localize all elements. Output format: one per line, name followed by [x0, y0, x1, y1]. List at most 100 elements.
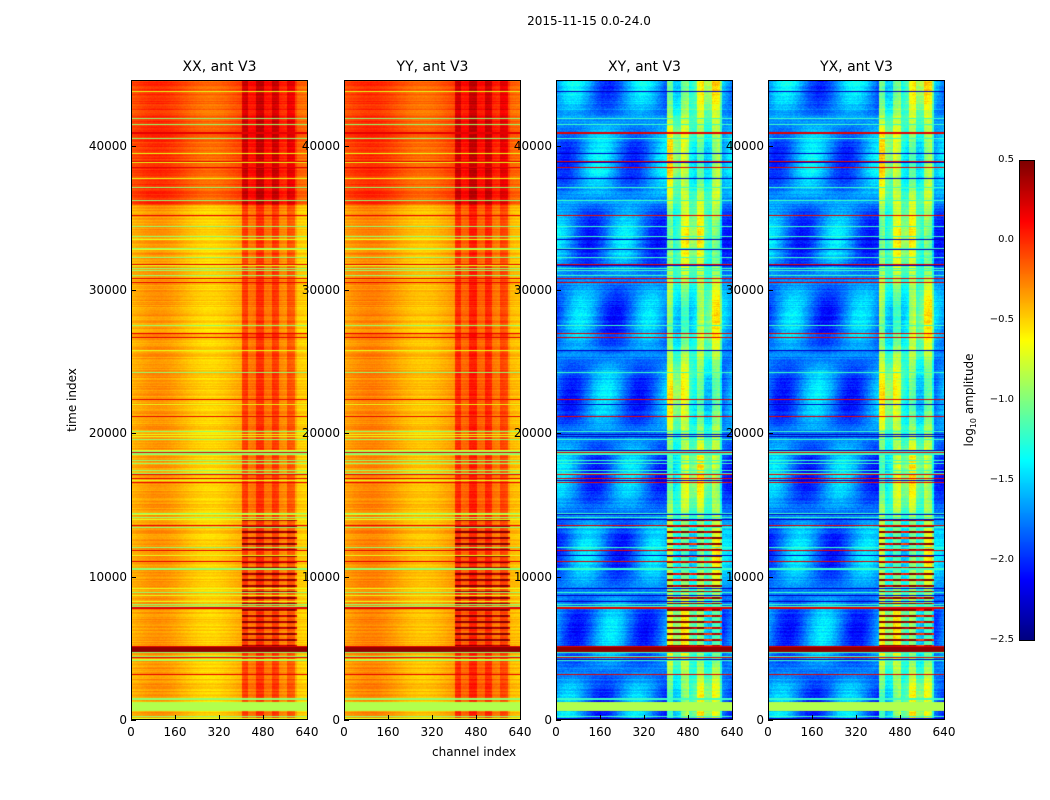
x-tick-mark: [732, 715, 733, 720]
x-tick-mark: [812, 715, 813, 720]
y-tick-label: 30000: [88, 282, 127, 297]
y-tick-mark: [131, 289, 136, 291]
colorbar-label-log: log: [961, 428, 976, 447]
x-axis-label: channel index: [432, 745, 517, 759]
y-tick-label: 10000: [88, 569, 127, 584]
x-tick-label: 160: [588, 725, 612, 739]
x-tick-label: 480: [888, 725, 912, 739]
y-tick-mark: [556, 576, 561, 578]
y-tick-label: 20000: [301, 426, 340, 440]
y-tick-label: 20000: [513, 426, 552, 440]
y-tick-label: 40000: [88, 139, 127, 153]
heatmap-panel: [344, 80, 521, 720]
x-tick-mark: [388, 715, 389, 720]
y-tick-label: 10000: [513, 569, 552, 584]
x-tick-mark: [520, 715, 521, 720]
heatmap-image: [557, 81, 732, 719]
x-tick-mark: [556, 715, 557, 720]
x-tick-label: 480: [251, 725, 275, 739]
y-tick-label: 40000: [725, 139, 764, 153]
x-tick-label: 0: [127, 725, 135, 739]
x-tick-label: 160: [800, 725, 824, 739]
y-tick-label: 20000: [725, 426, 764, 440]
y-tick-mark: [556, 146, 561, 147]
colorbar-label-rest: amplitude: [961, 353, 976, 418]
x-tick-label: 480: [464, 725, 488, 739]
y-tick-label: 10000: [301, 569, 340, 584]
y-tick-label: 30000: [725, 282, 764, 297]
x-tick-label: 160: [163, 725, 187, 739]
x-tick-label: 640: [508, 725, 532, 739]
y-tick-mark: [344, 720, 349, 721]
colorbar: [1019, 160, 1035, 641]
colorbar-tick-label: −0.5: [989, 314, 1014, 325]
y-tick-label: 40000: [301, 139, 340, 153]
y-tick-mark: [344, 146, 349, 147]
x-tick-mark: [175, 715, 176, 720]
y-tick-mark: [131, 433, 136, 434]
y-tick-label: 0: [756, 713, 764, 727]
x-tick-mark: [900, 715, 901, 720]
x-tick-mark: [644, 715, 645, 720]
y-tick-label: 0: [119, 713, 127, 727]
y-tick-mark: [556, 289, 561, 291]
y-tick-mark: [768, 433, 773, 434]
panel-title: XX, ant V3: [182, 59, 257, 75]
x-tick-label: 160: [376, 725, 400, 739]
heatmap-image: [132, 81, 307, 719]
y-tick-mark: [768, 289, 773, 291]
colorbar-tick-label: −1.5: [989, 474, 1014, 485]
x-tick-label: 640: [295, 725, 319, 739]
y-tick-label: 0: [544, 713, 552, 727]
x-tick-label: 320: [632, 725, 656, 739]
x-tick-label: 320: [844, 725, 868, 739]
heatmap-image: [345, 81, 520, 719]
x-tick-mark: [944, 715, 945, 720]
y-tick-mark: [344, 433, 349, 434]
x-tick-mark: [131, 715, 132, 720]
y-tick-mark: [768, 576, 773, 578]
colorbar-tick-label: −2.5: [989, 634, 1014, 645]
x-tick-mark: [307, 715, 308, 720]
panel-title: YY, ant V3: [396, 59, 469, 75]
y-tick-mark: [344, 289, 349, 291]
panel-title: XY, ant V3: [608, 59, 681, 75]
x-tick-mark: [856, 715, 857, 720]
y-tick-mark: [556, 720, 561, 721]
x-tick-label: 640: [932, 725, 956, 739]
x-tick-label: 320: [420, 725, 444, 739]
y-axis-label: time index: [65, 368, 79, 432]
colorbar-tick-label: 0.5: [998, 154, 1014, 165]
colorbar-tick-label: −2.0: [989, 554, 1014, 565]
heatmap-panel: [556, 80, 733, 720]
colorbar-tick-label: −1.0: [989, 394, 1014, 405]
colorbar-label-sub: 10: [969, 417, 979, 429]
x-tick-label: 480: [676, 725, 700, 739]
y-tick-mark: [768, 146, 773, 147]
x-tick-label: 320: [207, 725, 231, 739]
y-tick-label: 40000: [513, 139, 552, 153]
figure-title: 2015-11-15 0.0-24.0: [527, 14, 651, 28]
y-tick-label: 30000: [513, 282, 552, 297]
heatmap-image: [769, 81, 944, 719]
x-tick-mark: [600, 715, 601, 720]
x-tick-mark: [263, 715, 264, 720]
x-tick-label: 640: [720, 725, 744, 739]
x-tick-label: 0: [764, 725, 772, 739]
y-tick-label: 20000: [88, 426, 127, 440]
colorbar-label: log10 amplitude: [962, 354, 978, 447]
y-tick-mark: [768, 720, 773, 721]
y-tick-mark: [131, 576, 136, 578]
colorbar-tick-label: 0.0: [998, 234, 1014, 245]
x-tick-mark: [432, 715, 433, 720]
y-tick-mark: [131, 720, 136, 721]
y-tick-label: 30000: [301, 282, 340, 297]
y-tick-mark: [556, 433, 561, 434]
panel-title: YX, ant V3: [820, 59, 893, 75]
heatmap-panel: [768, 80, 945, 720]
x-tick-label: 0: [552, 725, 560, 739]
x-tick-mark: [219, 715, 220, 720]
y-tick-mark: [131, 146, 136, 147]
x-tick-mark: [344, 715, 345, 720]
x-tick-label: 0: [340, 725, 348, 739]
